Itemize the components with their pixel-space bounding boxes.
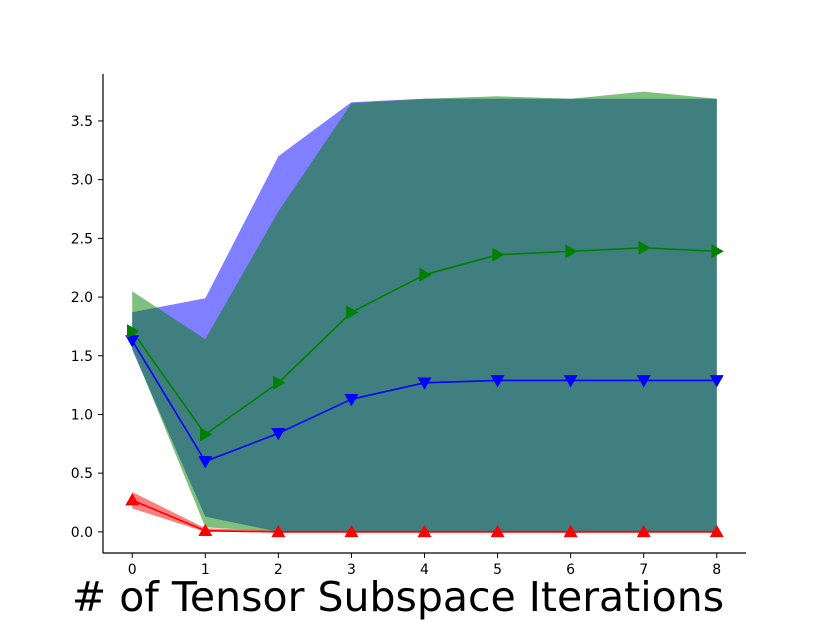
y-tick-label: 3.5	[71, 114, 93, 130]
series-1-point	[344, 393, 359, 407]
series-2-band	[132, 91, 717, 532]
series-2-point	[126, 324, 140, 339]
series-2-point	[200, 427, 213, 442]
x-tick-label: 4	[420, 562, 429, 578]
x-tick-label: 0	[128, 562, 137, 578]
series-0-point	[344, 524, 359, 538]
series-0-point	[271, 524, 286, 538]
series-0-point	[198, 523, 213, 536]
x-tick-label: 2	[274, 562, 283, 578]
series-2-point	[711, 244, 724, 259]
x-tick-label: 6	[566, 562, 575, 578]
series-1-point	[636, 375, 651, 388]
series-0-point	[417, 524, 432, 538]
confidence-bands	[132, 91, 717, 532]
series-0-point	[490, 524, 505, 538]
series-1-point	[709, 375, 724, 388]
y-tick-label: 0.5	[71, 466, 93, 482]
series-1-point	[271, 428, 286, 441]
series-1-point	[490, 375, 505, 388]
series-2-point	[565, 244, 578, 259]
series-2-point	[346, 305, 359, 320]
series-2-point	[419, 267, 432, 282]
ticks: 0.0 0.5 1.0 1.5 2.0 2.5 3.0 3.5 0 1 2 3 4 5 6 7 8	[71, 114, 721, 578]
y-tick-label: 0.0	[71, 525, 93, 541]
series-0-point	[709, 524, 724, 538]
y-tick-label: 1.0	[71, 407, 93, 423]
y-tick-label: 3.0	[71, 173, 93, 189]
series-2-point	[273, 375, 286, 390]
x-axis-label: # of Tensor Subspace Iterations	[72, 573, 724, 621]
series-1-point	[198, 456, 213, 469]
series-0-point	[125, 493, 140, 506]
series-0-point	[563, 524, 578, 538]
x-tick-label: 8	[712, 562, 721, 578]
y-tick-label: 1.5	[71, 349, 93, 365]
series-2-point	[638, 240, 651, 255]
series-1-point	[417, 377, 432, 390]
series-1-point	[125, 335, 140, 348]
series-markers	[125, 240, 724, 538]
x-tick-label: 7	[639, 562, 648, 578]
y-tick-label: 2.5	[71, 231, 93, 247]
series-1-point	[563, 375, 578, 388]
x-tick-label: 1	[201, 562, 210, 578]
x-tick-label: 3	[347, 562, 356, 578]
series-0-point	[636, 524, 651, 538]
x-tick-label: 5	[493, 562, 502, 578]
series-2-point	[492, 247, 505, 262]
y-tick-label: 2.0	[71, 290, 93, 306]
